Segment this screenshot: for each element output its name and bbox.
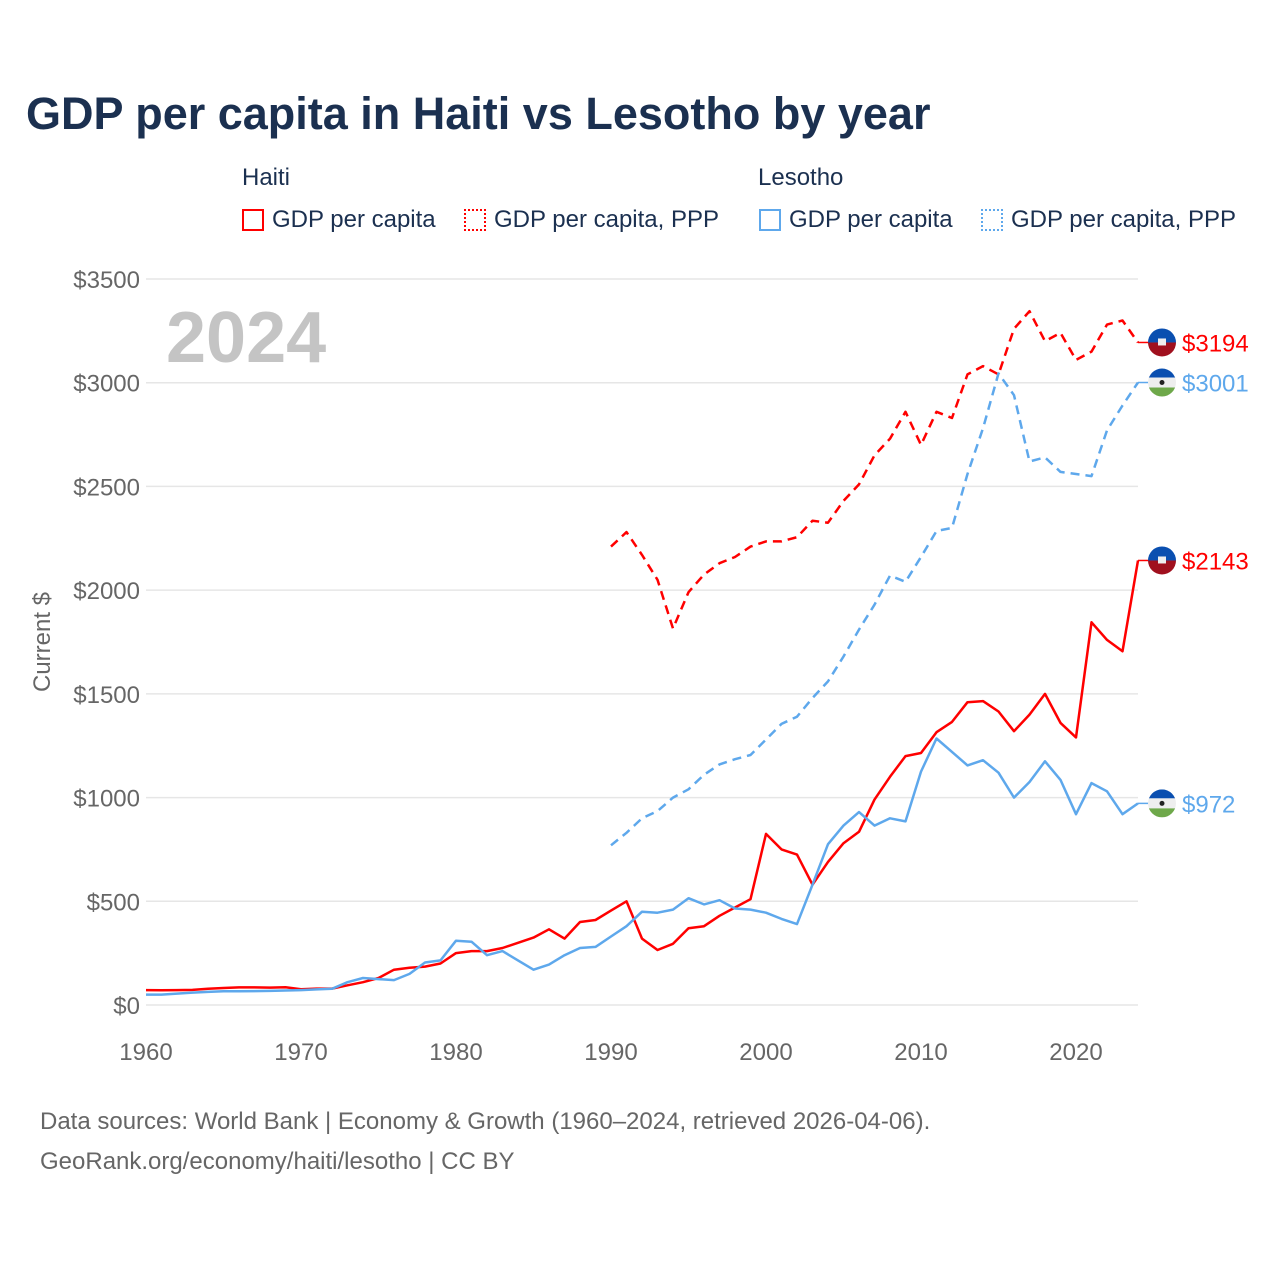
legend-label: GDP per capita [789, 206, 953, 233]
footer-sources: Data sources: World Bank | Economy & Gro… [40, 1108, 931, 1135]
lesotho-flag-icon [1148, 368, 1176, 397]
y-tick-label: $2500 [73, 474, 140, 501]
y-tick-label: $2000 [73, 578, 140, 605]
end-value-label: $2143 [1182, 548, 1249, 575]
series-line-lesotho-gdp-per-capita [146, 737, 1139, 996]
haiti-flag-icon [1148, 328, 1176, 357]
y-axis-label: Current $ [29, 592, 56, 692]
legend-label: GDP per capita, PPP [494, 206, 719, 233]
x-tick-label: 1990 [584, 1039, 637, 1066]
y-tick-label: $3500 [73, 267, 140, 294]
series-line-lesotho-gdp-per-capita-ppp [610, 372, 1140, 847]
legend-lesotho-ppp[interactable]: GDP per capita, PPP [981, 206, 1236, 234]
legend-swatch-dotted-red [464, 209, 486, 231]
end-value-label: $3194 [1182, 330, 1249, 357]
legend-label: GDP per capita [272, 206, 436, 233]
x-tick-label: 1970 [274, 1039, 327, 1066]
legend-haiti-gdp[interactable]: GDP per capita [242, 206, 436, 234]
y-tick-label: $500 [87, 889, 140, 916]
y-tick-label: $0 [113, 993, 140, 1020]
chart-title: GDP per capita in Haiti vs Lesotho by ye… [26, 88, 931, 139]
year-watermark: 2024 [166, 298, 326, 378]
x-tick-label: 2020 [1049, 1039, 1102, 1066]
haiti-flag-icon [1148, 546, 1176, 575]
lesotho-flag-icon [1148, 789, 1176, 818]
legend-haiti-ppp[interactable]: GDP per capita, PPP [464, 206, 719, 234]
footer-credit: GeoRank.org/economy/haiti/lesotho | CC B… [40, 1148, 515, 1175]
legend-group-lesotho: Lesotho [758, 164, 844, 191]
series-line-haiti-gdp-per-capita-ppp [610, 309, 1140, 630]
x-tick-label: 2000 [739, 1039, 792, 1066]
legend-lesotho-gdp[interactable]: GDP per capita [759, 206, 953, 234]
x-tick-label: 1980 [429, 1039, 482, 1066]
legend-swatch-solid-blue [759, 209, 781, 231]
x-tick-label: 1960 [119, 1039, 172, 1066]
y-tick-label: $1500 [73, 682, 140, 709]
legend-swatch-dotted-blue [981, 209, 1003, 231]
y-tick-label: $3000 [73, 371, 140, 398]
legend-label: GDP per capita, PPP [1011, 206, 1236, 233]
y-tick-label: $1000 [73, 786, 140, 813]
series-line-haiti-gdp-per-capita [145, 560, 1140, 992]
end-value-label: $3001 [1182, 371, 1249, 398]
x-tick-label: 2010 [894, 1039, 947, 1066]
legend-swatch-solid-red [242, 209, 264, 231]
legend-group-haiti: Haiti [242, 164, 291, 191]
end-value-label: $972 [1182, 791, 1235, 818]
